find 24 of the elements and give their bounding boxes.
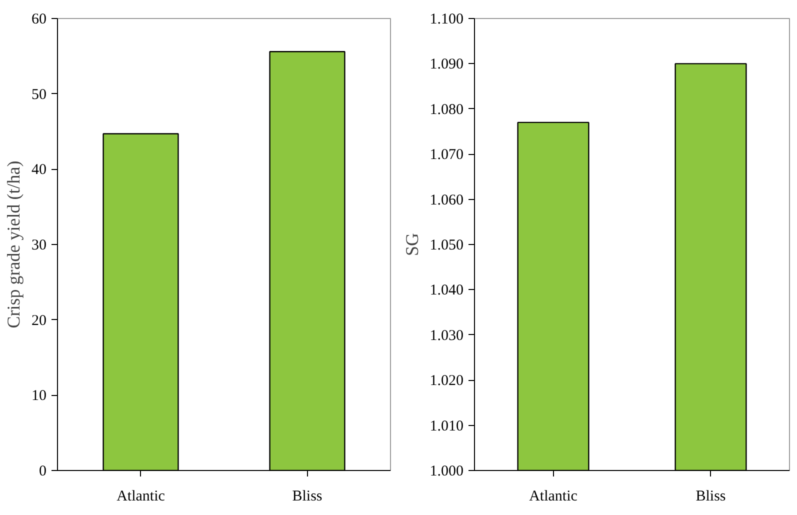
y-tick-label: 1.080: [430, 102, 464, 118]
y-tick-label: 1.020: [430, 373, 464, 390]
y-tick-label: 0: [39, 464, 46, 480]
y-tick-label: 10: [32, 388, 46, 404]
y-tick-label: 1.000: [430, 464, 464, 480]
y-tick-label: 20: [32, 312, 46, 329]
x-tick-label: Bliss: [292, 488, 322, 504]
y-tick-label: 1.010: [430, 418, 464, 434]
y-tick-label: 50: [32, 86, 46, 103]
y-tick-label: 1.100: [430, 12, 464, 28]
x-tick-label: Bliss: [696, 488, 726, 504]
y-axis-title: SG: [402, 232, 422, 256]
y-tick-label: 1.060: [430, 192, 464, 208]
y-tick-label: 30: [32, 238, 46, 254]
y-tick-label: 40: [32, 162, 46, 178]
x-tick-label: Atlantic: [116, 488, 166, 504]
y-tick-label: 1.070: [430, 147, 464, 164]
x-tick-label: Atlantic: [529, 488, 578, 504]
y-axis-title: Crisp grade yield (t/ha): [4, 160, 24, 328]
y-tick-label: 60: [32, 12, 46, 28]
y-tick-label: 1.030: [430, 328, 464, 344]
y-tick-label: 1.090: [430, 56, 464, 73]
y-tick-label: 1.050: [430, 238, 464, 254]
y-tick-label: 1.040: [430, 282, 464, 299]
